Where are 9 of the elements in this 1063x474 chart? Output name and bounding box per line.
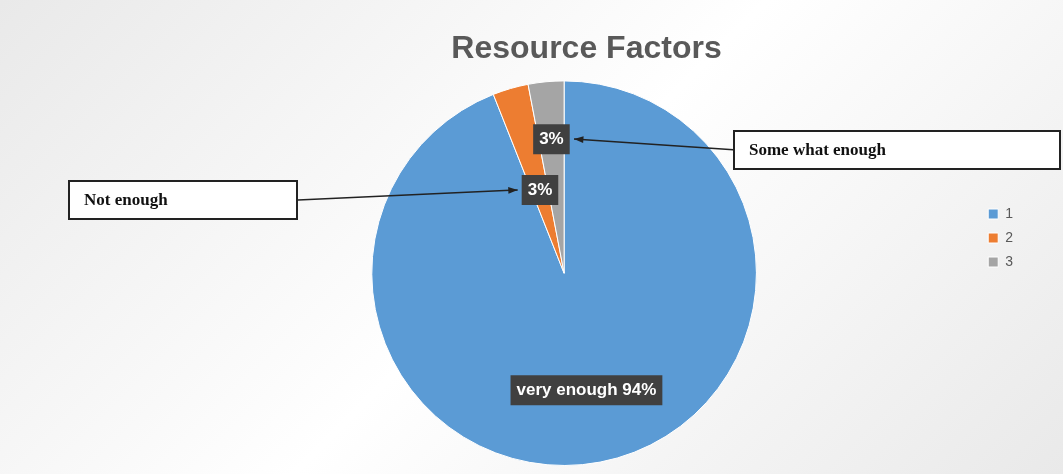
data-label: 3% [527, 179, 553, 199]
legend-label: 2 [1005, 228, 1014, 245]
text: Some what enough [733, 130, 1061, 170]
legend-label: 1 [1005, 204, 1014, 221]
legend-label: 3 [1005, 252, 1014, 269]
chart-title: Resource Factors [451, 29, 722, 66]
data-label: very enough 94% [516, 380, 657, 399]
data-label: 3% [539, 128, 564, 148]
text: Not enough [68, 180, 298, 220]
